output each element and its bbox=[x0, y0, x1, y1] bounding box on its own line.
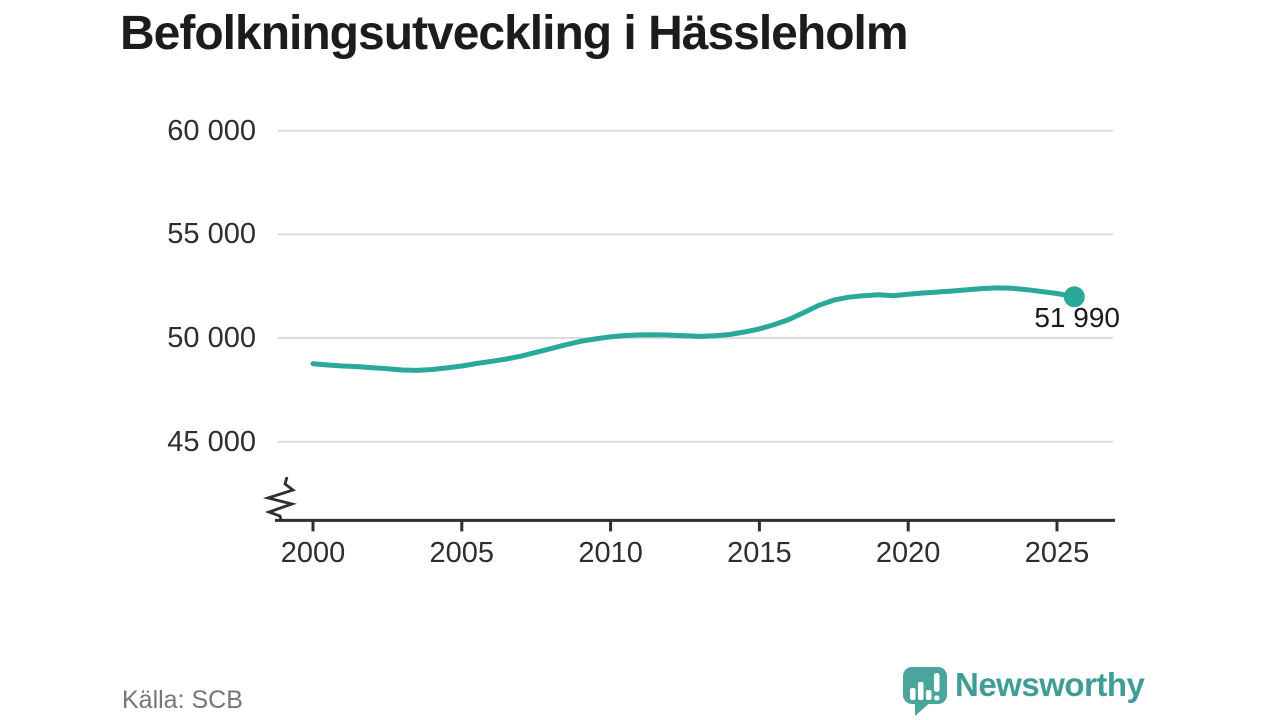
x-axis-tick-label: 2010 bbox=[578, 537, 643, 569]
end-value-label: 51 990 bbox=[1034, 302, 1120, 333]
newsworthy-logo-text: Newsworthy bbox=[955, 666, 1145, 703]
series-end-dot bbox=[1063, 286, 1085, 308]
source-caption: Källa: SCB bbox=[122, 686, 243, 714]
y-axis-tick-label: 55 000 bbox=[167, 218, 256, 251]
x-axis-tick-label: 2020 bbox=[875, 537, 941, 569]
population-series-line bbox=[310, 285, 1077, 373]
x-axis-tick-label: 2015 bbox=[727, 537, 792, 569]
x-axis-tick-label: 2025 bbox=[1024, 537, 1090, 569]
y-axis-tick-label: 50 000 bbox=[167, 322, 256, 355]
x-axis-tick-label: 2000 bbox=[280, 537, 346, 569]
y-axis-tick-label: 45 000 bbox=[167, 425, 256, 458]
newsworthy-bars-icon bbox=[903, 667, 947, 716]
chart-title: Befolkningsutveckling i Hässleholm bbox=[120, 7, 909, 60]
y-axis-tick-label: 60 000 bbox=[167, 114, 256, 147]
newsworthy-logo: Newsworthy bbox=[901, 664, 1161, 720]
x-axis-tick-label: 2005 bbox=[429, 537, 495, 569]
axis-break-icon bbox=[262, 476, 297, 521]
